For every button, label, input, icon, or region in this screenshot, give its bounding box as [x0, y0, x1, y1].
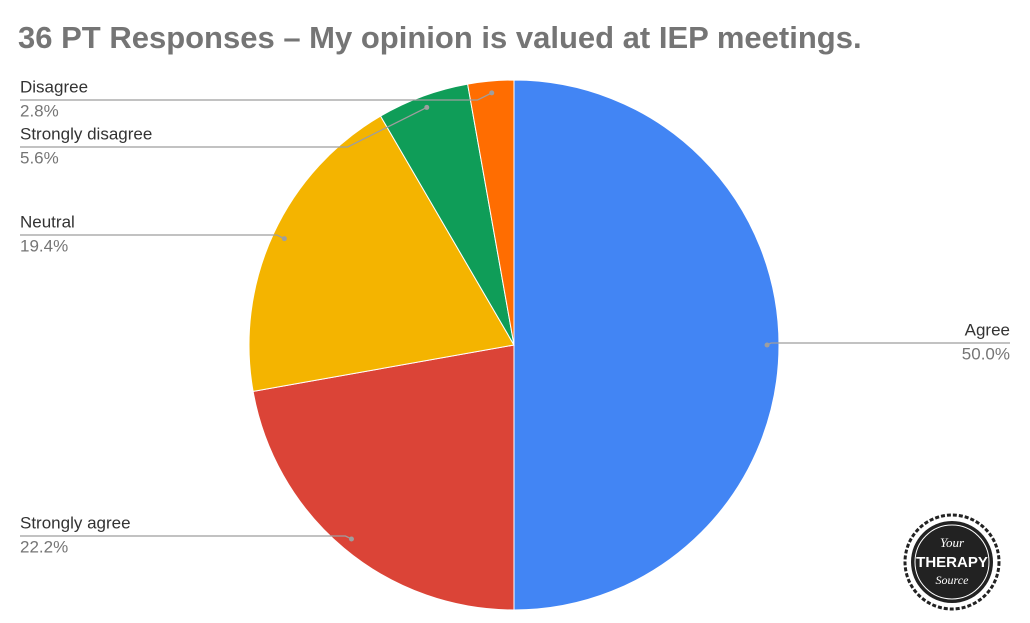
leader-line [20, 234, 285, 240]
chart-title: 36 PT Responses – My opinion is valued a… [18, 20, 862, 55]
logo-text: Your [940, 535, 965, 550]
pie-slice [248, 115, 515, 392]
slice-value: 50.0% [962, 344, 1010, 363]
leader-dot [424, 104, 430, 110]
slice-label: Disagree [20, 77, 88, 96]
logo-ring [914, 524, 990, 600]
slice-label: Neutral [20, 212, 75, 231]
leader-line [20, 92, 493, 101]
leader-dot [281, 236, 287, 242]
slice-label: Strongly agree [20, 513, 131, 532]
slice-value: 5.6% [20, 148, 59, 167]
slice-value: 2.8% [20, 101, 59, 120]
leader-dot [764, 342, 770, 348]
slice-value: 22.2% [20, 537, 68, 556]
slice-value: 19.4% [20, 236, 68, 255]
pie-slice [252, 344, 515, 611]
slice-label: Agree [965, 320, 1010, 339]
logo-text: THERAPY [916, 554, 988, 571]
logo-disc [911, 521, 993, 603]
leader-dot [489, 90, 495, 96]
leader-dot [348, 536, 354, 542]
slice-label: Strongly disagree [20, 124, 152, 143]
pie-slice [513, 79, 780, 611]
logo-text: Source [936, 573, 970, 587]
leader-line [20, 106, 428, 148]
pie-slice [467, 79, 515, 346]
logo: Your THERAPY Source [903, 513, 1001, 611]
